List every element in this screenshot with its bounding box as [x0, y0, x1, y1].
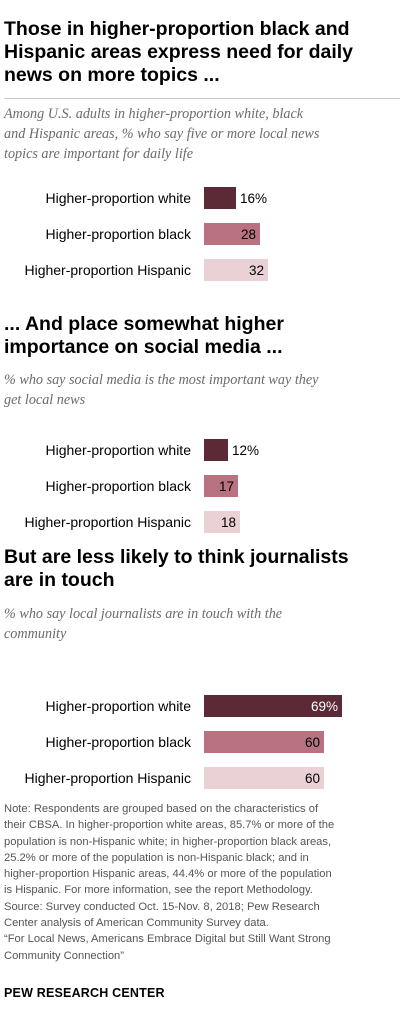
title-line: Hispanic areas express need for daily: [4, 41, 354, 63]
panel-2-subtitle: % who say social media is the most impor…: [4, 370, 404, 410]
note-line: is Hispanic. For more information, see t…: [4, 884, 313, 897]
bar: [204, 223, 260, 245]
subtitle-line: % who say local journalists are in touch…: [4, 606, 283, 622]
note-line: Note: Respondents are grouped based on t…: [4, 803, 319, 815]
title-line: But are less likely to think journalists: [4, 546, 349, 568]
note-line: Community Connection”: [4, 949, 125, 962]
note-line: their CBSA. In higher-proportion white a…: [4, 819, 335, 832]
category-label: Higher-proportion Hispanic: [24, 262, 191, 278]
bar: [204, 695, 342, 717]
bar: [204, 731, 324, 753]
subtitle-line: topics are important for daily life: [4, 146, 194, 162]
panel-2-title: ... And place somewhat higher importance…: [4, 313, 404, 359]
subtitle-line: get local news: [4, 392, 86, 408]
bar: [204, 511, 240, 533]
bar: [204, 475, 238, 497]
category-label: Higher-proportion black: [45, 734, 192, 750]
panel-3-title: But are less likely to think journalists…: [4, 546, 404, 592]
subtitle-line: and Hispanic areas, % who say five or mo…: [4, 126, 320, 142]
bar: [204, 767, 324, 789]
note-line: Center analysis of American Community Su…: [4, 917, 269, 930]
category-label: Higher-proportion white: [45, 442, 191, 458]
chart-1: Higher-proportion white 16% Higher-proport…: [24, 187, 268, 281]
value-label: 17: [219, 479, 234, 494]
note-line: population is non-Hispanic white; in hig…: [4, 835, 332, 848]
bar: [204, 439, 228, 461]
category-label: Higher-proportion Hispanic: [24, 770, 191, 786]
title-line: ... And place somewhat higher: [4, 313, 284, 335]
note-line: “For Local News, Americans Embrace Digit…: [4, 933, 331, 946]
title-rule: [4, 98, 400, 99]
value-label: 60: [305, 771, 320, 786]
bar: [204, 259, 268, 281]
note-line: Source: Survey conducted Oct. 15-Nov. 8,…: [4, 900, 320, 913]
value-label: 32: [249, 263, 264, 278]
title-line: importance on social media ...: [4, 336, 283, 358]
note-and-source: Note: Respondents are grouped based on t…: [4, 801, 404, 964]
subtitle-line: community: [4, 626, 67, 642]
value-label: 16%: [240, 191, 267, 206]
subtitle-line: % who say social media is the most impor…: [4, 372, 319, 388]
value-label: 12%: [232, 443, 259, 458]
category-label: Higher-proportion white: [45, 190, 191, 206]
note-line: higher-proportion Hispanic areas, 44.4% …: [4, 868, 332, 881]
value-label: 28: [241, 227, 256, 242]
category-label: Higher-proportion white: [45, 698, 191, 714]
chart-2: Higher-proportion white 12% Higher-proport…: [24, 439, 259, 533]
note-line: 25.2% or more of the population is non-H…: [4, 851, 309, 864]
panel-1-title: Those in higher-proportion black and His…: [4, 18, 404, 87]
category-label: Higher-proportion black: [45, 478, 192, 494]
bar: [204, 187, 236, 209]
value-label: 18: [221, 515, 236, 530]
category-label: Higher-proportion black: [45, 226, 192, 242]
title-line: are in touch: [4, 569, 115, 591]
chart-3: Higher-proportion white 69% Higher-proport…: [24, 695, 342, 789]
category-label: Higher-proportion Hispanic: [24, 514, 191, 530]
title-line: news on more topics ...: [4, 64, 220, 86]
panel-1-subtitle: Among U.S. adults in higher-proportion w…: [4, 104, 404, 164]
value-label: 69%: [311, 699, 338, 714]
subtitle-line: Among U.S. adults in higher-proportion w…: [4, 106, 304, 122]
title-line: Those in higher-proportion black and: [4, 18, 350, 40]
panel-3-subtitle: % who say local journalists are in touch…: [4, 604, 404, 644]
value-label: 60: [305, 735, 320, 750]
pew-research-center-logo: PEW RESEARCH CENTER: [4, 986, 165, 1000]
